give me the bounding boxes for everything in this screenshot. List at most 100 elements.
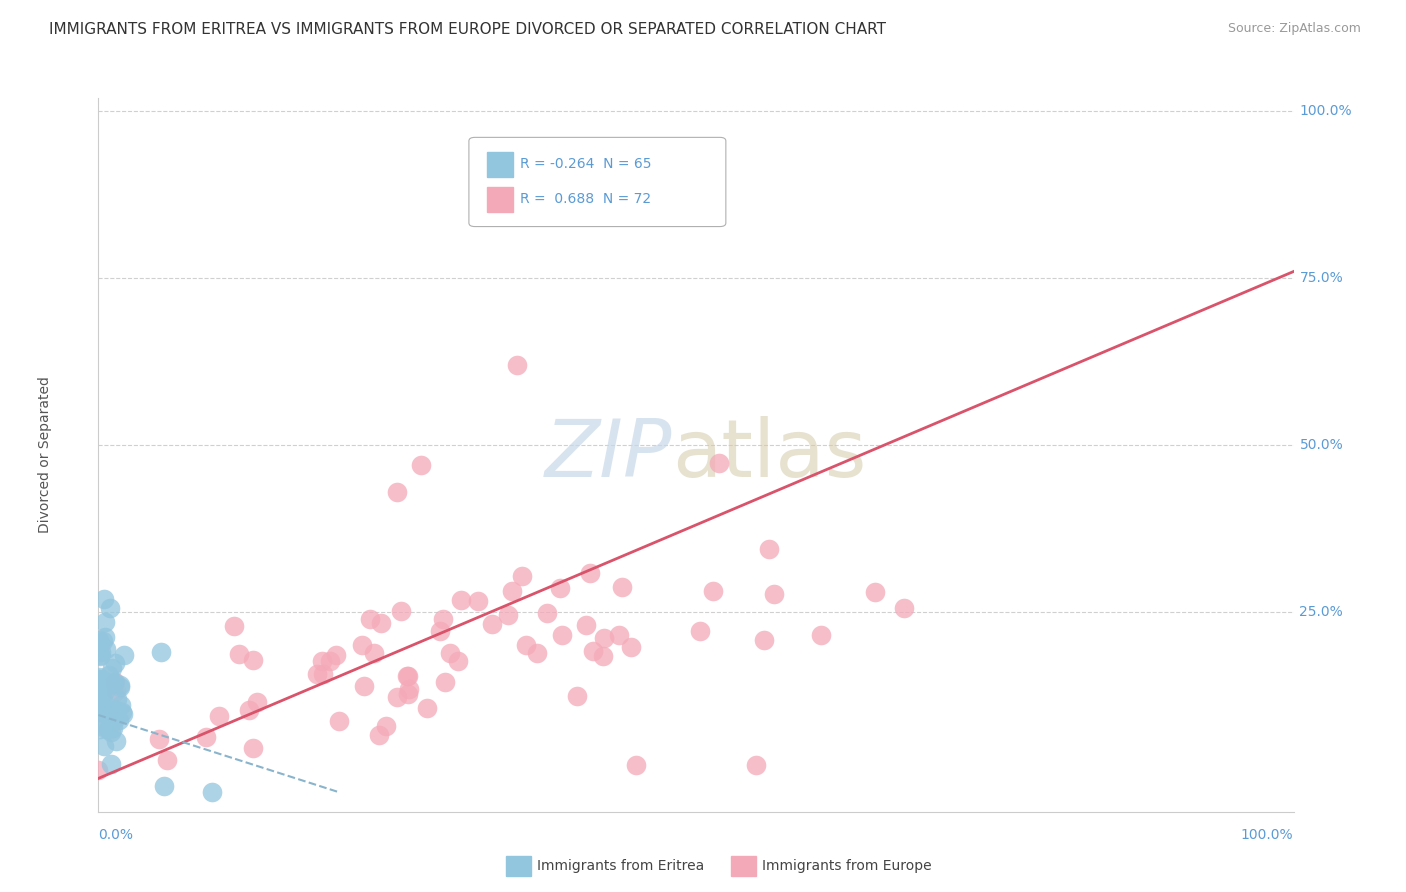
- Point: [103, 675, 125, 690]
- Point: [101, 661, 124, 675]
- Point: [91, 673, 114, 687]
- Point: [626, 758, 648, 772]
- Point: [87, 678, 110, 692]
- Point: [87, 672, 110, 686]
- Point: [510, 569, 533, 583]
- Point: [607, 628, 630, 642]
- Point: [110, 698, 132, 712]
- Point: [242, 652, 264, 666]
- Bar: [486, 187, 513, 212]
- Point: [396, 669, 419, 683]
- Point: [104, 656, 127, 670]
- Text: Source: ZipAtlas.com: Source: ZipAtlas.com: [1227, 22, 1361, 36]
- Point: [91, 692, 114, 706]
- Point: [389, 604, 412, 618]
- Point: [148, 731, 170, 746]
- Point: [620, 640, 643, 655]
- Bar: [486, 152, 513, 177]
- Point: [201, 785, 224, 799]
- Point: [439, 646, 461, 660]
- Point: [90, 644, 112, 658]
- Point: [94, 631, 117, 645]
- Point: [104, 674, 127, 689]
- Point: [612, 580, 634, 594]
- FancyBboxPatch shape: [470, 137, 725, 227]
- Point: [702, 583, 724, 598]
- Point: [111, 706, 134, 721]
- Point: [416, 701, 439, 715]
- Point: [110, 680, 132, 694]
- Point: [578, 566, 600, 580]
- Point: [385, 690, 408, 704]
- Point: [375, 719, 398, 733]
- Point: [411, 458, 433, 472]
- Point: [367, 728, 389, 742]
- Point: [87, 681, 110, 696]
- Point: [94, 706, 117, 721]
- Point: [87, 670, 110, 684]
- Point: [370, 615, 392, 630]
- Point: [526, 646, 548, 660]
- Text: 0.0%: 0.0%: [98, 829, 134, 842]
- Point: [689, 624, 711, 638]
- Point: [110, 678, 132, 692]
- Point: [506, 358, 529, 372]
- Point: [98, 601, 122, 615]
- Point: [536, 606, 558, 620]
- Point: [98, 668, 121, 682]
- Text: Immigrants from Eritrea: Immigrants from Eritrea: [537, 859, 704, 873]
- Point: [593, 631, 616, 645]
- Point: [90, 689, 112, 703]
- Text: Divorced or Separated: Divorced or Separated: [38, 376, 52, 533]
- Point: [104, 703, 127, 717]
- Point: [434, 675, 457, 690]
- Point: [100, 677, 122, 691]
- Point: [94, 677, 117, 691]
- Point: [575, 617, 598, 632]
- Point: [104, 712, 127, 726]
- Point: [100, 756, 122, 771]
- Point: [105, 733, 128, 747]
- Point: [550, 628, 572, 642]
- Point: [745, 758, 768, 772]
- Point: [754, 632, 776, 647]
- Point: [565, 689, 588, 703]
- Text: 50.0%: 50.0%: [1299, 438, 1343, 452]
- Point: [153, 779, 176, 793]
- Point: [242, 740, 264, 755]
- Point: [224, 618, 246, 632]
- Point: [810, 628, 832, 642]
- Point: [89, 692, 111, 706]
- Point: [87, 685, 110, 699]
- Point: [432, 612, 454, 626]
- Point: [450, 593, 472, 607]
- Point: [363, 646, 385, 660]
- Point: [105, 691, 128, 706]
- Point: [150, 645, 173, 659]
- Text: 25.0%: 25.0%: [1299, 605, 1343, 619]
- Point: [101, 722, 124, 736]
- Point: [353, 679, 375, 693]
- Point: [89, 722, 111, 736]
- Point: [396, 687, 419, 701]
- Point: [87, 682, 110, 697]
- Point: [707, 456, 730, 470]
- Point: [865, 584, 887, 599]
- Point: [112, 648, 135, 662]
- Point: [398, 681, 420, 696]
- Point: [94, 615, 117, 629]
- Point: [385, 484, 409, 499]
- Point: [94, 706, 117, 720]
- Point: [582, 644, 605, 658]
- Point: [87, 763, 110, 777]
- Point: [104, 684, 127, 698]
- Point: [93, 591, 115, 606]
- Point: [311, 654, 333, 668]
- Point: [501, 583, 523, 598]
- Point: [89, 648, 111, 663]
- Point: [758, 542, 780, 557]
- Text: ZIP: ZIP: [544, 416, 672, 494]
- Point: [91, 633, 114, 648]
- Text: 75.0%: 75.0%: [1299, 271, 1343, 285]
- Point: [307, 667, 329, 681]
